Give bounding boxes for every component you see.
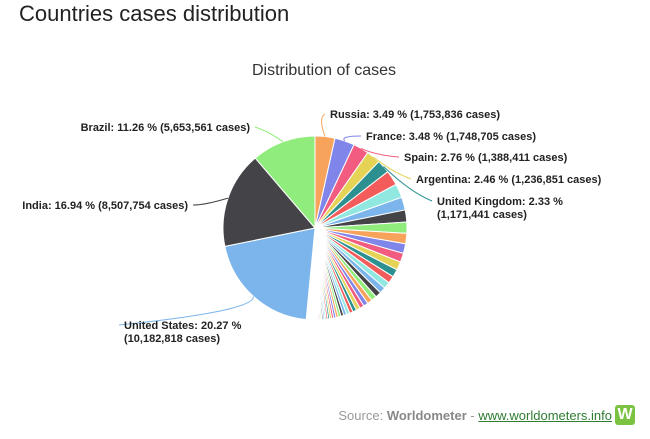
- slice-label: Argentina: 2.46 % (1,236,851 cases): [416, 174, 602, 186]
- connector-line: [383, 166, 433, 202]
- connector-line: [343, 135, 362, 142]
- chart-title: Distribution of cases: [252, 62, 396, 79]
- source-link[interactable]: www.worldometers.info: [478, 408, 612, 423]
- source-brand: Worldometer: [386, 408, 467, 423]
- pie-slices: [222, 135, 408, 321]
- slice-label: United States: 20.27 %: [124, 320, 242, 332]
- pie-slice-brazil[interactable]: [254, 135, 316, 230]
- source-prefix: Source:: [338, 408, 384, 423]
- slice-label: Spain: 2.76 % (1,388,411 cases): [404, 152, 568, 164]
- connector-line: [360, 147, 400, 158]
- connector-line: [118, 296, 254, 326]
- connector-line: [373, 156, 412, 180]
- pie-slice-united-states[interactable]: [224, 227, 316, 321]
- pie-slice-india[interactable]: [222, 157, 316, 247]
- slice-label-line2: (10,182,818 cases): [124, 333, 220, 345]
- slice-label: United Kingdom: 2.33 %: [437, 196, 563, 208]
- connector-line: [254, 126, 284, 143]
- source-credit: Source: Worldometer - www.worldometers.i…: [338, 408, 612, 423]
- connector-line: [321, 113, 326, 137]
- slice-label: Brazil: 11.26 % (5,653,561 cases): [81, 122, 251, 134]
- slice-label: Russia: 3.49 % (1,753,836 cases): [330, 109, 500, 121]
- source-separator: -: [470, 408, 475, 423]
- slice-label: India: 16.94 % (8,507,754 cases): [22, 200, 188, 212]
- worldometer-logo-icon[interactable]: W: [615, 405, 635, 425]
- slice-label-line2: (1,171,441 cases): [437, 209, 527, 221]
- slice-label: France: 3.48 % (1,748,705 cases): [366, 131, 536, 143]
- page-title: Countries cases distribution: [19, 1, 290, 26]
- slice-labels: United States: 20.27 %(10,182,818 cases)…: [22, 109, 601, 345]
- connector-line: [192, 197, 229, 206]
